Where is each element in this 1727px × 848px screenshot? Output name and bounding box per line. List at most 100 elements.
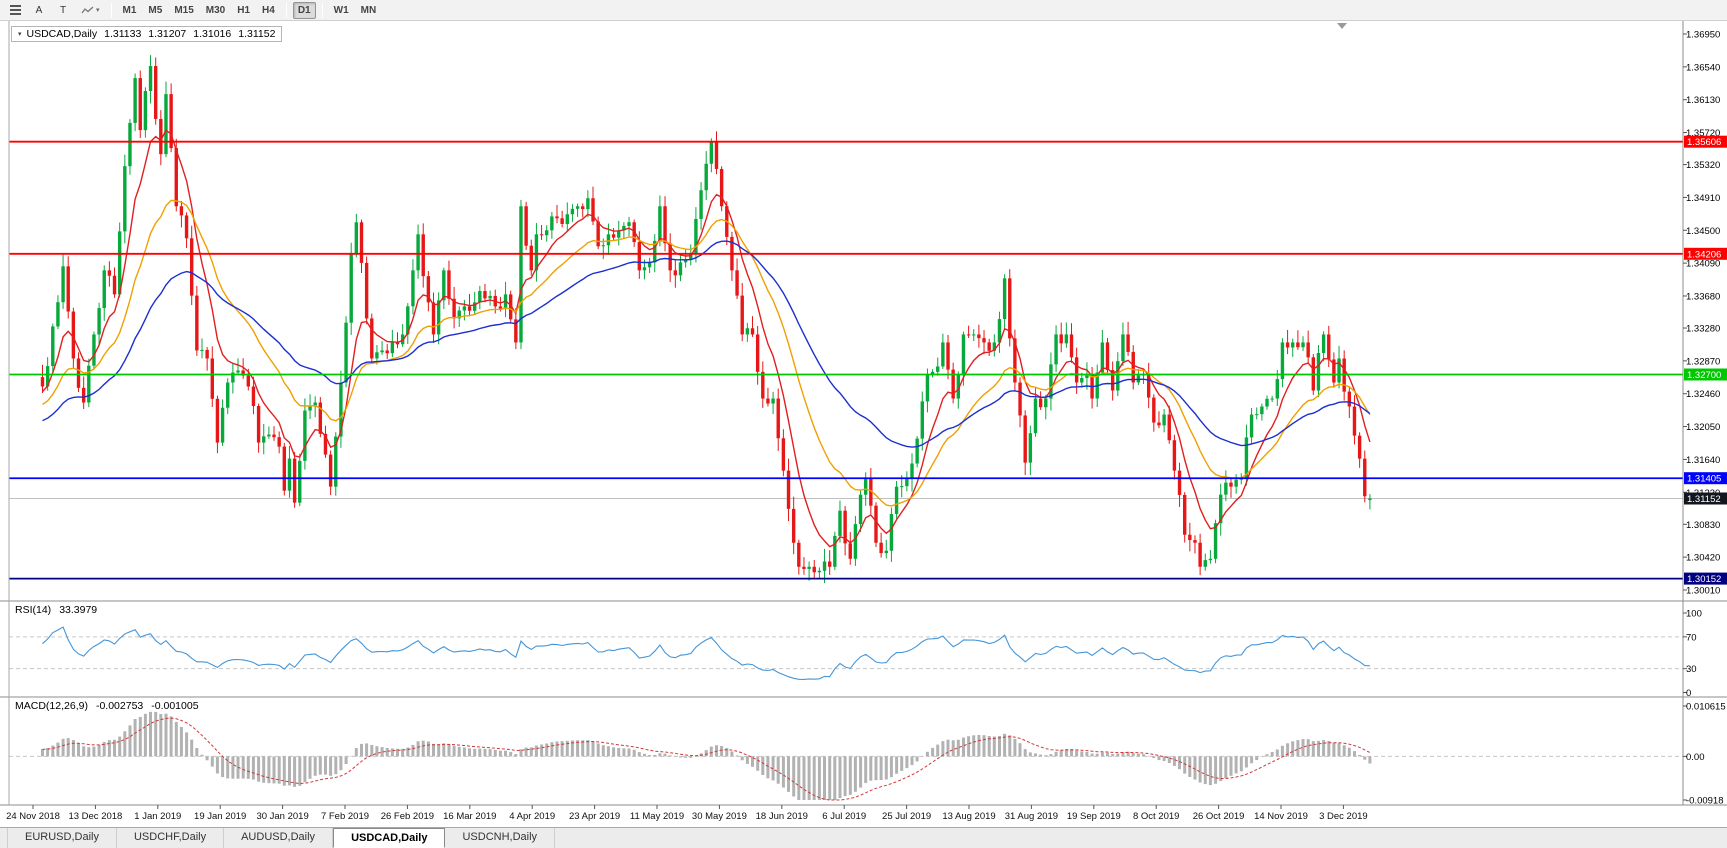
svg-text:1.30010: 1.30010 <box>1686 586 1720 597</box>
svg-text:1.33680: 1.33680 <box>1686 291 1720 302</box>
horizontal-level-lines[interactable] <box>9 140 1683 580</box>
chevron-down-icon: ▾ <box>96 6 100 14</box>
hamburger-bars-icon <box>9 5 21 15</box>
indicators-button[interactable]: ▾ <box>76 1 105 19</box>
svg-text:1.36130: 1.36130 <box>1686 95 1720 106</box>
price-axis[interactable]: 1.36950 1.36540 1.36130 1.35720 1.35320 1.349… <box>1683 30 1727 807</box>
svg-text:0.00: 0.00 <box>1686 752 1705 763</box>
svg-text:16 Mar 2019: 16 Mar 2019 <box>443 811 496 822</box>
svg-text:31 Aug 2019: 31 Aug 2019 <box>1005 811 1058 822</box>
chart-title[interactable]: ▾ USDCAD,Daily 1.31133 1.31207 1.31016 1… <box>11 26 283 42</box>
svg-text:1.34206: 1.34206 <box>1687 249 1721 260</box>
svg-text:1.32870: 1.32870 <box>1686 356 1720 367</box>
svg-text:1.35720: 1.35720 <box>1686 128 1720 139</box>
date-axis[interactable]: 24 Nov 2018 13 Dec 2018 1 Jan 2019 19 Jan 2… <box>6 805 1368 822</box>
chart-frame <box>0 21 1727 806</box>
timeframe-m5-button[interactable]: M5 <box>143 1 168 19</box>
svg-text:30 Jan 2019: 30 Jan 2019 <box>256 811 308 822</box>
rsi-line <box>42 626 1370 680</box>
svg-text:1.33280: 1.33280 <box>1686 324 1720 335</box>
svg-text:23 Apr 2019: 23 Apr 2019 <box>569 811 620 822</box>
svg-text:1.32460: 1.32460 <box>1686 389 1720 400</box>
svg-text:100: 100 <box>1686 609 1702 620</box>
svg-text:3 Dec 2019: 3 Dec 2019 <box>1319 811 1368 822</box>
svg-text:1.34910: 1.34910 <box>1686 193 1720 204</box>
main-toolbar: A T ▾ M1 M5 M15 M30 H1 H4 D1 W1 MN <box>0 0 1727 21</box>
ohlc-low-value: 1.31016 <box>193 28 232 40</box>
svg-text:13 Aug 2019: 13 Aug 2019 <box>942 811 995 822</box>
svg-text:1.36540: 1.36540 <box>1686 62 1720 73</box>
svg-text:70: 70 <box>1686 632 1697 643</box>
svg-text:1.32050: 1.32050 <box>1686 422 1720 433</box>
timeframe-m15-button[interactable]: M15 <box>169 1 199 19</box>
chart-symbol-label: USDCAD,Daily <box>26 28 98 40</box>
ohlc-open-value: 1.31133 <box>104 28 142 40</box>
indicator-zigzag-icon <box>81 6 94 13</box>
rsi-value: 33.3979 <box>59 604 98 616</box>
svg-text:1.35606: 1.35606 <box>1687 137 1721 148</box>
toolbar-separator <box>321 2 323 18</box>
svg-text:1.31152: 1.31152 <box>1687 494 1721 505</box>
macd-name: MACD(12,26,9) <box>15 700 88 712</box>
timeframe-m1-button[interactable]: M1 <box>117 1 142 19</box>
collapse-arrow-icon[interactable]: ▾ <box>18 31 22 38</box>
svg-text:1.31405: 1.31405 <box>1687 474 1721 485</box>
timeframe-w1-button[interactable]: W1 <box>328 1 354 19</box>
chart-tab-bar: EURUSD,Daily USDCHF,Daily AUDUSD,Daily U… <box>0 827 1727 848</box>
menu-icon[interactable] <box>4 1 26 19</box>
svg-text:1.30830: 1.30830 <box>1686 520 1720 531</box>
svg-text:14 Nov 2019: 14 Nov 2019 <box>1254 811 1308 822</box>
price-chart-canvas[interactable]: 1.36950 1.36540 1.36130 1.35720 1.35320 1.349… <box>0 21 1727 827</box>
tab-eurusd-daily[interactable]: EURUSD,Daily <box>7 828 117 848</box>
svg-text:8 Oct 2019: 8 Oct 2019 <box>1133 811 1179 822</box>
svg-text:1.32700: 1.32700 <box>1687 370 1721 381</box>
svg-text:26 Feb 2019: 26 Feb 2019 <box>381 811 434 822</box>
macd-indicator-label: MACD(12,26,9) -0.002753 -0.001005 <box>13 700 201 712</box>
svg-text:24 Nov 2018: 24 Nov 2018 <box>6 811 60 822</box>
svg-text:1.34090: 1.34090 <box>1686 259 1720 270</box>
chart-shift-marker-icon[interactable] <box>1337 23 1347 29</box>
svg-text:18 Jun 2019: 18 Jun 2019 <box>756 811 808 822</box>
tab-usdcnh-daily[interactable]: USDCNH,Daily <box>445 828 556 848</box>
svg-text:13 Dec 2018: 13 Dec 2018 <box>68 811 122 822</box>
toolbar-separator <box>285 2 287 18</box>
svg-text:7 Feb 2019: 7 Feb 2019 <box>321 811 369 822</box>
timeframe-m30-button[interactable]: M30 <box>200 1 231 19</box>
svg-text:0: 0 <box>1686 688 1691 699</box>
svg-text:4 Apr 2019: 4 Apr 2019 <box>509 811 555 822</box>
macd-plot <box>41 710 1372 801</box>
svg-text:19 Jan 2019: 19 Jan 2019 <box>194 811 246 822</box>
cursor-tool-button[interactable]: A <box>28 1 50 19</box>
timeframe-mn-button[interactable]: MN <box>355 1 382 19</box>
svg-text:11 May 2019: 11 May 2019 <box>630 811 684 822</box>
svg-text:1.34500: 1.34500 <box>1686 226 1720 237</box>
svg-text:6 Jul 2019: 6 Jul 2019 <box>822 811 866 822</box>
rsi-name: RSI(14) <box>15 604 52 616</box>
timeframe-h1-button[interactable]: H1 <box>232 1 256 19</box>
indicator-level-lines <box>9 636 1683 757</box>
ohlc-high-value: 1.31207 <box>148 28 187 40</box>
timeframe-h4-button[interactable]: H4 <box>257 1 280 19</box>
svg-text:26 Oct 2019: 26 Oct 2019 <box>1193 811 1245 822</box>
ohlc-close-value: 1.31152 <box>238 28 276 40</box>
svg-text:1.30420: 1.30420 <box>1686 553 1720 564</box>
svg-text:1.30152: 1.30152 <box>1687 574 1721 585</box>
tab-usdcad-daily[interactable]: USDCAD,Daily <box>333 828 446 848</box>
tab-audusd-daily[interactable]: AUDUSD,Daily <box>224 828 334 848</box>
svg-text:-0.00918: -0.00918 <box>1686 796 1724 807</box>
moving-average-lines <box>41 129 1371 548</box>
toolbar-separator <box>110 2 112 18</box>
tab-usdchf-daily[interactable]: USDCHF,Daily <box>117 828 225 848</box>
svg-text:19 Sep 2019: 19 Sep 2019 <box>1067 811 1121 822</box>
svg-text:1.35320: 1.35320 <box>1686 160 1720 171</box>
svg-text:0.010615: 0.010615 <box>1686 702 1726 713</box>
timeframe-d1-button[interactable]: D1 <box>292 1 316 19</box>
rsi-indicator-label: RSI(14) 33.3979 <box>13 604 100 616</box>
svg-text:1.31640: 1.31640 <box>1686 455 1720 466</box>
svg-text:1.36950: 1.36950 <box>1686 30 1720 41</box>
svg-text:25 Jul 2019: 25 Jul 2019 <box>882 811 931 822</box>
svg-text:30 May 2019: 30 May 2019 <box>692 811 747 822</box>
svg-text:1 Jan 2019: 1 Jan 2019 <box>134 811 181 822</box>
text-tool-button[interactable]: T <box>52 1 74 19</box>
